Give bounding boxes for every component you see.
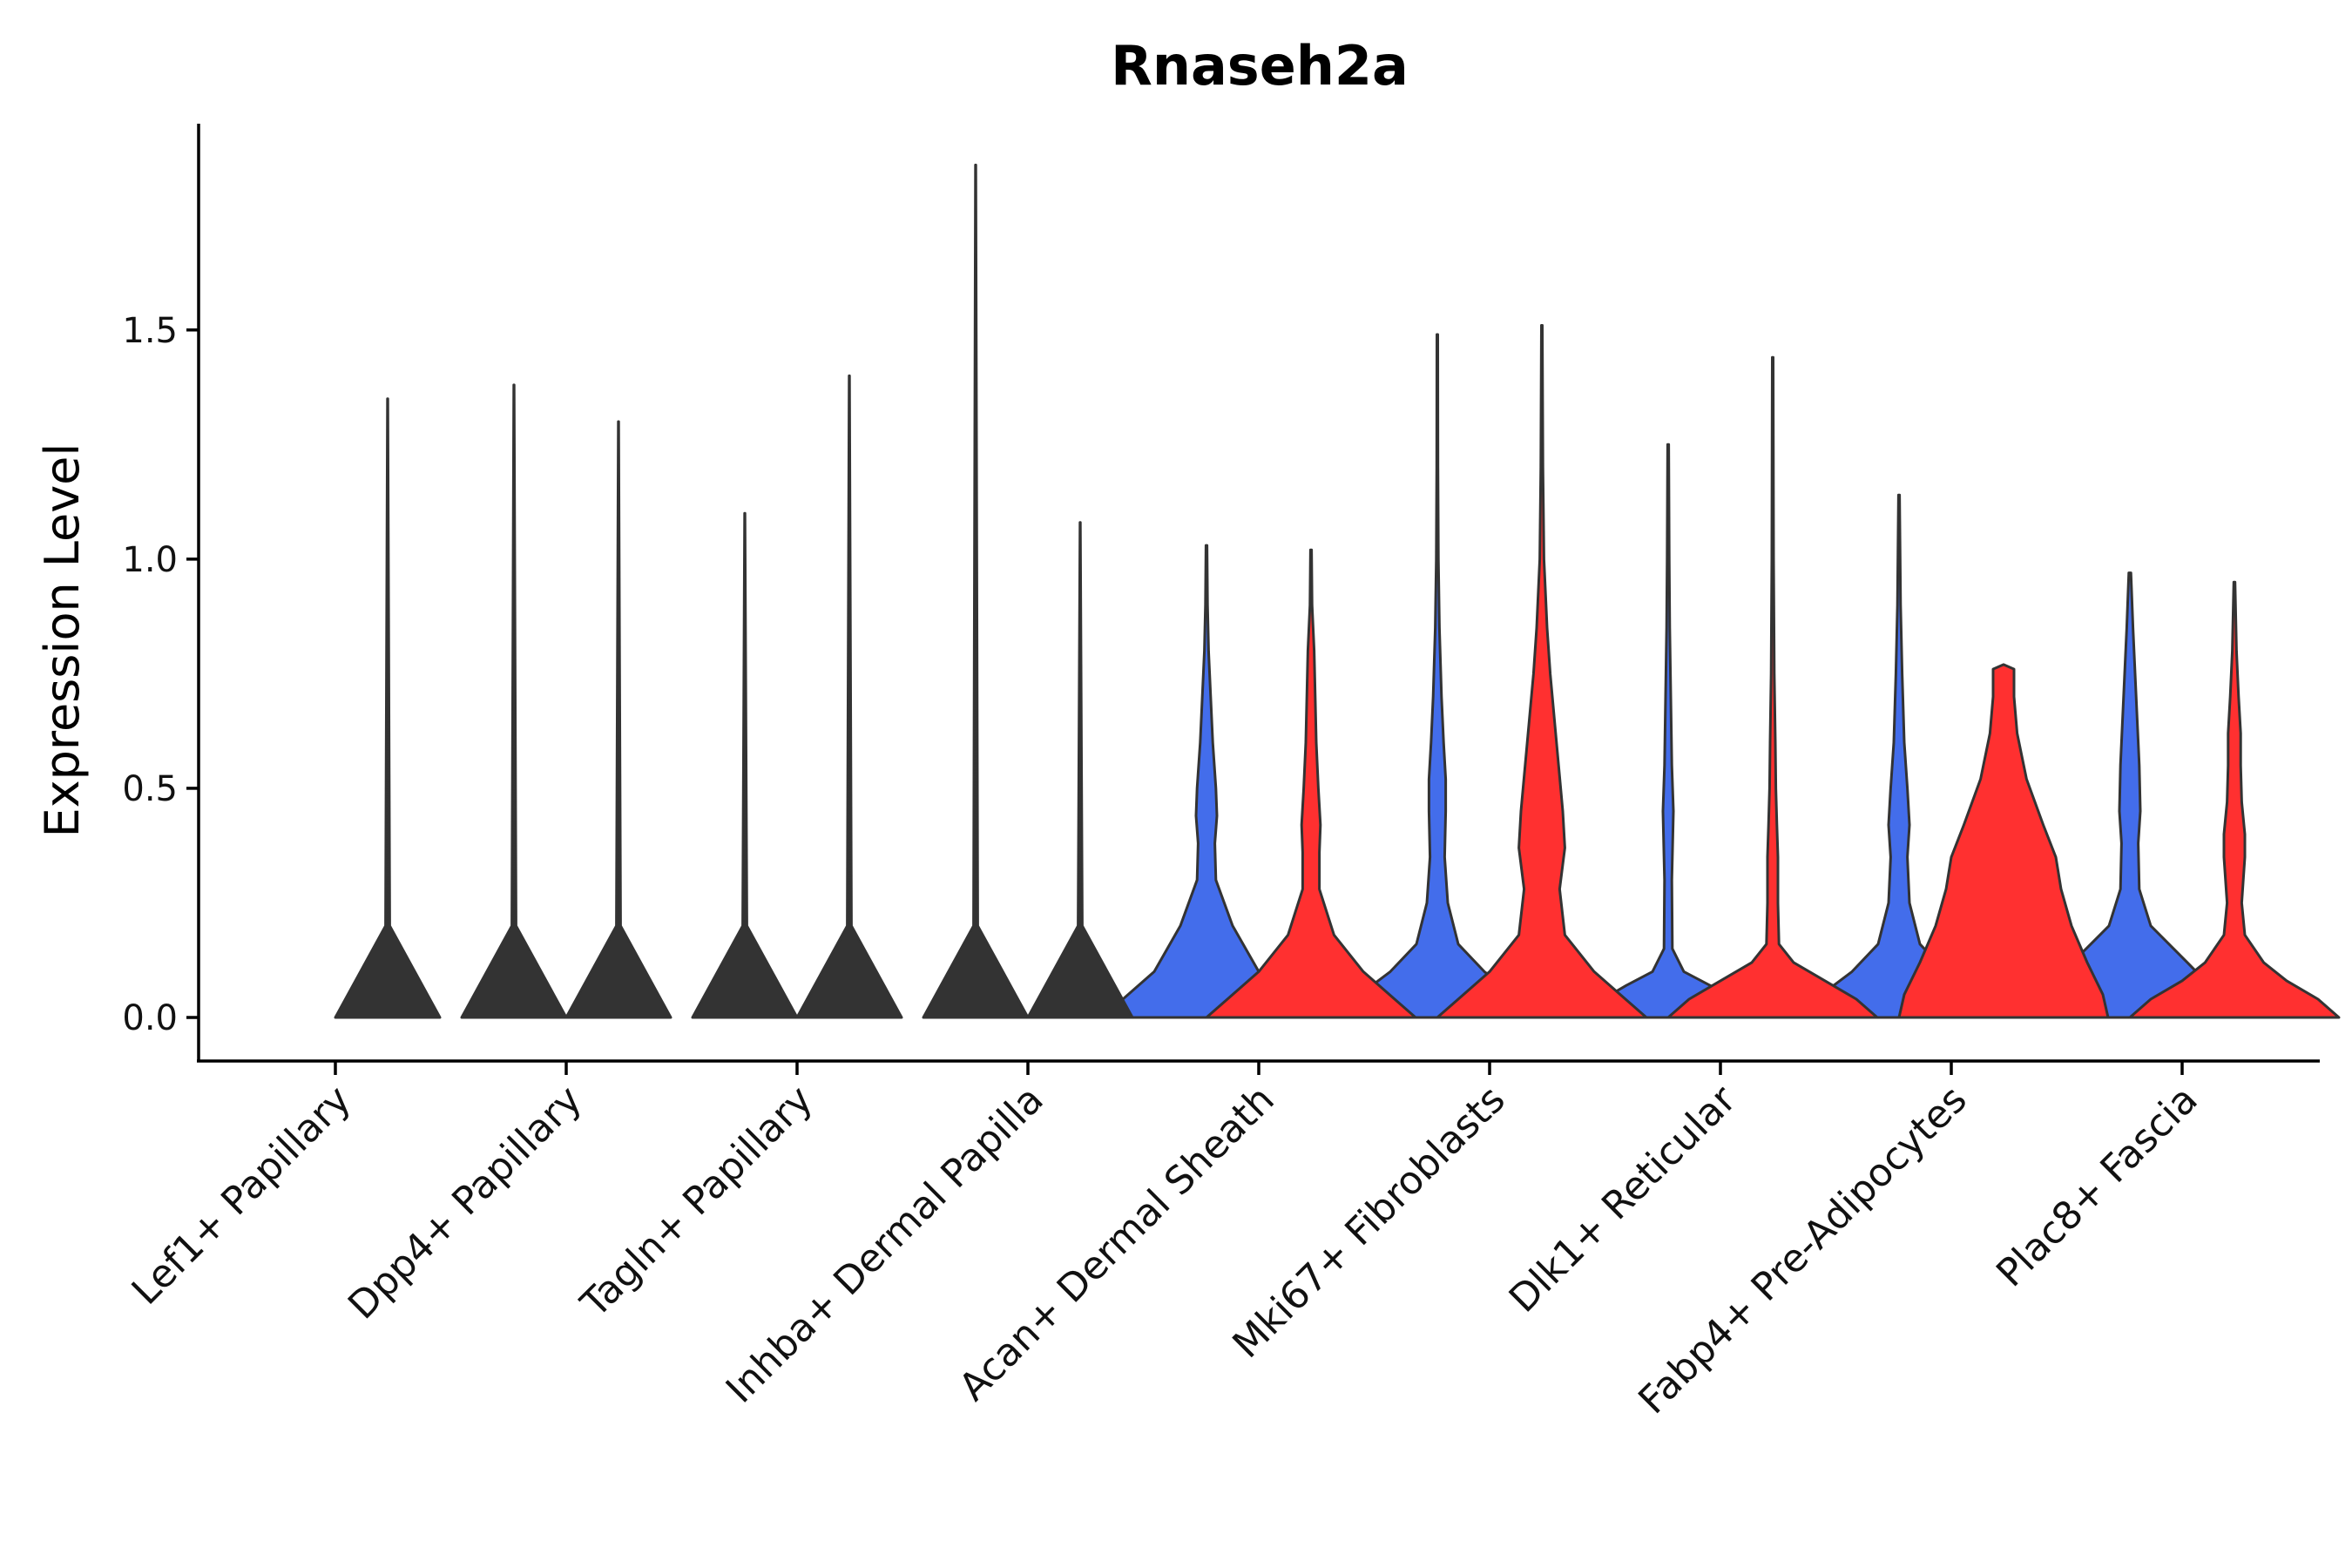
violin-blue xyxy=(1100,544,1313,1019)
violin-red xyxy=(1436,324,1648,1019)
x-tick-label: Dlk1+ Reticular xyxy=(1501,1077,1746,1321)
violin-red xyxy=(795,374,903,1019)
y-axis-label: Expression Level xyxy=(35,443,90,838)
chart-title: Rnaseh2a xyxy=(1111,34,1409,98)
violin-blue xyxy=(1572,443,1764,1019)
y-ticks: 0.0 0.5 1.0 1.5 xyxy=(122,311,199,1038)
violin-red xyxy=(1666,355,1879,1019)
violin-red xyxy=(2128,580,2341,1019)
y-tick-label: 0.0 xyxy=(122,998,178,1038)
violin-red xyxy=(564,420,672,1019)
x-tick-label: Tagln+ Papillary xyxy=(572,1078,821,1327)
violin-red xyxy=(1026,521,1134,1019)
violin-red xyxy=(1897,663,2110,1019)
x-tick-label: Lef1+ Papillary xyxy=(124,1078,360,1314)
violin-blue xyxy=(1331,333,1544,1019)
violin-blue xyxy=(460,383,568,1019)
violin-red xyxy=(1205,548,1417,1019)
violin-blue xyxy=(2024,571,2236,1019)
y-tick-label: 1.0 xyxy=(122,540,178,580)
y-tick-label: 0.5 xyxy=(122,769,178,809)
x-tick-label: Plac8+ Fascia xyxy=(1988,1078,2207,1296)
violin-red xyxy=(334,397,442,1019)
x-tick-label: Dpp4+ Papillary xyxy=(340,1078,591,1328)
violin-blue xyxy=(922,163,1030,1019)
violin-layer xyxy=(334,163,2341,1019)
violin-blue xyxy=(691,511,799,1019)
y-tick-label: 1.5 xyxy=(122,311,178,351)
